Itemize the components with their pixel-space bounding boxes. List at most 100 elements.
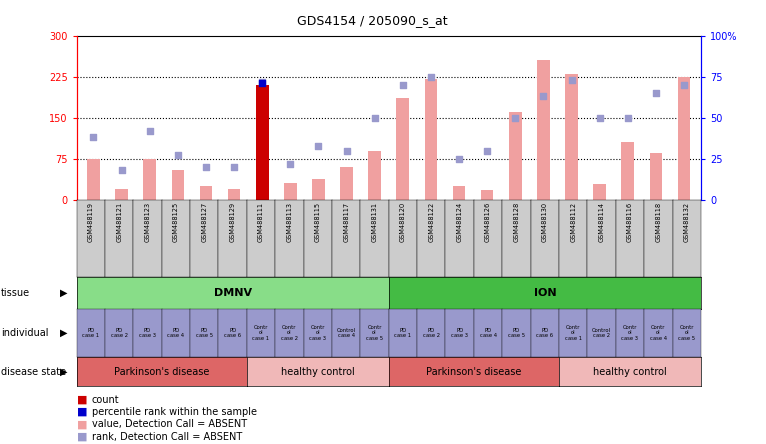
Bar: [256, 85, 269, 200]
Point: [368, 114, 381, 121]
Bar: [509, 112, 522, 200]
Text: GSM488116: GSM488116: [627, 202, 633, 242]
Text: DMNV: DMNV: [214, 288, 252, 298]
Text: Contr
ol
case 1: Contr ol case 1: [565, 325, 581, 341]
Bar: [172, 170, 184, 200]
Bar: [537, 60, 550, 200]
Text: rank, Detection Call = ABSENT: rank, Detection Call = ABSENT: [92, 432, 242, 442]
Bar: [621, 142, 634, 200]
Text: PD
case 2: PD case 2: [110, 328, 128, 338]
Text: GSM488124: GSM488124: [457, 202, 463, 242]
Bar: [678, 76, 690, 200]
Point: [256, 79, 268, 87]
Text: GSM488127: GSM488127: [201, 202, 208, 242]
Text: ■: ■: [77, 407, 87, 417]
Text: GDS4154 / 205090_s_at: GDS4154 / 205090_s_at: [297, 14, 447, 27]
Text: Contr
ol
case 5: Contr ol case 5: [366, 325, 383, 341]
Text: healthy control: healthy control: [593, 367, 667, 377]
Point: [565, 76, 578, 83]
Text: GSM488122: GSM488122: [428, 202, 434, 242]
Text: PD
case 3: PD case 3: [451, 328, 468, 338]
Text: GSM488128: GSM488128: [513, 202, 519, 242]
Text: PD
case 2: PD case 2: [423, 328, 440, 338]
Text: PD
case 1: PD case 1: [394, 328, 411, 338]
Point: [116, 166, 128, 174]
Bar: [228, 189, 241, 200]
Text: GSM488118: GSM488118: [656, 202, 661, 242]
Text: healthy control: healthy control: [281, 367, 355, 377]
Bar: [650, 153, 663, 200]
Text: GSM488129: GSM488129: [230, 202, 236, 242]
Text: GSM488113: GSM488113: [286, 202, 293, 242]
Bar: [340, 167, 353, 200]
Bar: [424, 79, 437, 200]
Bar: [312, 179, 325, 200]
Text: GSM488126: GSM488126: [485, 202, 491, 242]
Text: percentile rank within the sample: percentile rank within the sample: [92, 407, 257, 417]
Text: PD
case 6: PD case 6: [224, 328, 241, 338]
Point: [143, 127, 155, 135]
Bar: [115, 189, 128, 200]
Text: GSM488125: GSM488125: [173, 202, 179, 242]
Point: [200, 163, 212, 170]
Text: GSM488111: GSM488111: [258, 202, 264, 242]
Text: ▶: ▶: [60, 367, 67, 377]
Point: [313, 142, 325, 149]
Text: ▶: ▶: [60, 288, 67, 298]
Bar: [453, 186, 466, 200]
Text: ■: ■: [77, 432, 87, 442]
Text: Parkinson's disease: Parkinson's disease: [426, 367, 522, 377]
Point: [228, 163, 241, 170]
Text: Control
case 2: Control case 2: [592, 328, 611, 338]
Text: PD
case 3: PD case 3: [139, 328, 156, 338]
Text: ■: ■: [77, 420, 87, 429]
Text: GSM488132: GSM488132: [684, 202, 689, 242]
Text: disease state: disease state: [1, 367, 66, 377]
Text: PD
case 4: PD case 4: [480, 328, 496, 338]
Point: [397, 81, 409, 88]
Text: Contr
ol
case 3: Contr ol case 3: [621, 325, 638, 341]
Text: count: count: [92, 395, 119, 404]
Bar: [143, 159, 156, 200]
Text: GSM488112: GSM488112: [570, 202, 576, 242]
Point: [678, 81, 690, 88]
Text: ■: ■: [77, 395, 87, 404]
Text: PD
case 5: PD case 5: [196, 328, 213, 338]
Text: GSM488117: GSM488117: [343, 202, 349, 242]
Text: PD
case 6: PD case 6: [536, 328, 553, 338]
Text: GSM488121: GSM488121: [116, 202, 122, 242]
Point: [340, 147, 352, 154]
Text: Contr
ol
case 5: Contr ol case 5: [678, 325, 696, 341]
Text: GSM488120: GSM488120: [400, 202, 406, 242]
Text: PD
case 4: PD case 4: [167, 328, 185, 338]
Text: GSM488119: GSM488119: [88, 202, 93, 242]
Point: [256, 78, 268, 85]
Text: individual: individual: [1, 328, 48, 338]
Text: PD
case 1: PD case 1: [82, 328, 100, 338]
Point: [87, 134, 100, 141]
Point: [537, 93, 549, 100]
Bar: [594, 184, 606, 200]
Text: Contr
ol
case 1: Contr ol case 1: [253, 325, 270, 341]
Text: Contr
ol
case 2: Contr ol case 2: [281, 325, 298, 341]
Text: PD
case 5: PD case 5: [508, 328, 525, 338]
Bar: [284, 183, 296, 200]
Text: Contr
ol
case 3: Contr ol case 3: [309, 325, 326, 341]
Text: value, Detection Call = ABSENT: value, Detection Call = ABSENT: [92, 420, 247, 429]
Point: [425, 73, 437, 80]
Text: tissue: tissue: [1, 288, 30, 298]
Text: GSM488115: GSM488115: [315, 202, 321, 242]
Bar: [397, 99, 409, 200]
Text: GSM488114: GSM488114: [598, 202, 604, 242]
Bar: [368, 151, 381, 200]
Point: [453, 155, 465, 163]
Text: ▶: ▶: [60, 328, 67, 338]
Text: ION: ION: [533, 288, 556, 298]
Text: Parkinson's disease: Parkinson's disease: [114, 367, 209, 377]
Point: [594, 114, 606, 121]
Point: [172, 152, 184, 159]
Text: Control
case 4: Control case 4: [337, 328, 355, 338]
Bar: [565, 74, 578, 200]
Text: GSM488130: GSM488130: [542, 202, 548, 242]
Point: [622, 114, 634, 121]
